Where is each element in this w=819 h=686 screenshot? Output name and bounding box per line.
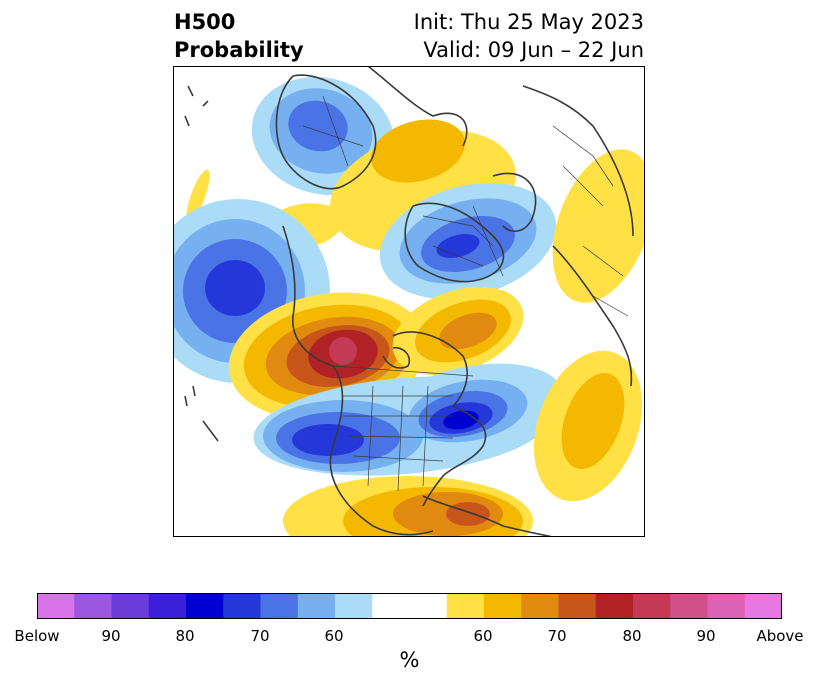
colorbar-frame	[37, 593, 782, 619]
colorbar-swatch	[223, 593, 261, 619]
tick-label: 60	[473, 627, 493, 645]
colorbar	[37, 593, 783, 619]
anomaly-above-gulf	[283, 476, 533, 537]
tick-label: 90	[696, 627, 716, 645]
anomaly-above-central-asia	[552, 149, 645, 303]
colorbar-swatch	[446, 593, 485, 619]
political-borders	[302, 95, 629, 492]
colorbar-swatches	[37, 593, 783, 619]
colorbar-swatch	[148, 593, 187, 619]
colorbar-swatch	[595, 593, 634, 619]
anomaly-below-north-america	[253, 363, 562, 476]
anomaly-above-atlantic	[533, 350, 643, 502]
metric-label: Probability	[174, 38, 304, 62]
map-canvas	[173, 66, 645, 537]
map-title: H500 Probability	[174, 8, 304, 64]
colorbar-swatch	[74, 593, 112, 619]
tick-label: 70	[250, 627, 270, 645]
variable-label: H500	[174, 10, 236, 34]
probability-map	[173, 66, 645, 537]
colorbar-unit: %	[399, 648, 420, 672]
colorbar-swatch	[297, 593, 336, 619]
tick-label: 80	[175, 627, 195, 645]
colorbar-swatch	[521, 593, 559, 619]
tick-label: 80	[622, 627, 642, 645]
anomaly-below-pacific	[173, 199, 330, 383]
tick-label: 90	[101, 627, 121, 645]
colorbar-swatch	[744, 593, 783, 619]
tick-label: 60	[324, 627, 344, 645]
tick-label: Above	[756, 627, 804, 645]
init-date: Init: Thu 25 May 2023	[413, 10, 644, 34]
colorbar-swatch	[186, 593, 224, 619]
valid-date: Valid: 09 Jun – 22 Jun	[423, 38, 644, 62]
date-info: Init: Thu 25 May 2023 Valid: 09 Jun – 22…	[414, 8, 644, 64]
colorbar-swatch	[335, 593, 373, 619]
colorbar-swatch	[260, 593, 299, 619]
colorbar-ticks: Below 90 80 70 60 60 70 80 90 Above	[0, 627, 819, 647]
colorbar-swatch	[558, 593, 597, 619]
colorbar-swatch	[372, 593, 448, 619]
colorbar-swatch	[111, 593, 150, 619]
colorbar-swatch	[37, 593, 75, 619]
map-frame	[173, 66, 645, 537]
tick-label: Below	[14, 627, 60, 645]
tick-label: 70	[547, 627, 567, 645]
anomaly-above-greenland	[392, 286, 524, 376]
colorbar-swatch	[670, 593, 708, 619]
colorbar-swatch	[484, 593, 522, 619]
coastlines	[184, 66, 634, 537]
colorbar-swatch	[633, 593, 671, 619]
colorbar-swatch	[707, 593, 746, 619]
